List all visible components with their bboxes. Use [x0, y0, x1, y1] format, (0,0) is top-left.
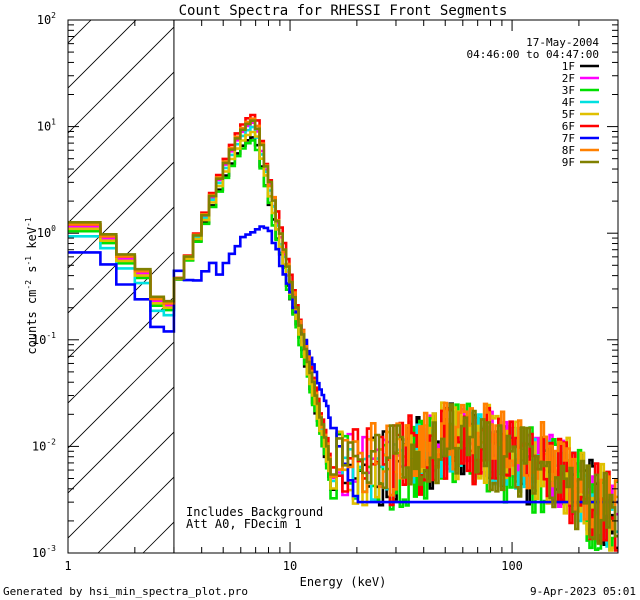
- legend-label: 1F: [562, 60, 575, 73]
- footer-timestamp: 9-Apr-2023 05:01: [530, 585, 636, 598]
- hatch-line: [0, 0, 113, 553]
- legend-label: 2F: [562, 72, 575, 85]
- legend-label: 6F: [562, 120, 575, 133]
- x-tick-label: 10: [283, 559, 297, 573]
- y-tick-exponent: 2: [51, 11, 56, 20]
- hatch-line: [68, 161, 174, 269]
- y-tick-mantissa: 10: [37, 13, 51, 27]
- hatch-line: [68, 20, 137, 89]
- annotation-attenuator: Att A0, FDecim 1: [186, 517, 302, 531]
- y-tick-mantissa: 10: [32, 333, 46, 347]
- x-tick-label: 1: [64, 559, 71, 573]
- x-axis-label: Energy (keV): [300, 575, 387, 589]
- y-tick-exponent: 0: [51, 224, 56, 233]
- y-tick-label: 100: [37, 224, 56, 240]
- y-tick-exponent: 1: [51, 118, 56, 127]
- footer-generated-by: Generated by hsi_min_spectra_plot.pro: [3, 585, 248, 598]
- hatch-line: [68, 431, 174, 539]
- hatch-line: [68, 386, 174, 494]
- y-tick-mantissa: 10: [32, 439, 46, 453]
- y-tick-mantissa: 10: [32, 546, 46, 560]
- plot-frame: [67, 19, 619, 554]
- legend-label: 8F: [562, 144, 575, 157]
- legend-label: 3F: [562, 84, 575, 97]
- series-line-7F: [68, 225, 618, 504]
- legend-label: 7F: [562, 132, 575, 145]
- y-label-exp3: -1: [24, 217, 33, 227]
- y-tick-label: 10-2: [32, 437, 56, 453]
- series-layer: [68, 113, 618, 552]
- date-label: 17-May-2004: [526, 36, 599, 49]
- y-label-main: counts cm: [25, 290, 39, 355]
- y-tick-exponent: -3: [46, 544, 56, 553]
- legend-label: 4F: [562, 96, 575, 109]
- legend-label: 9F: [562, 156, 575, 169]
- y-tick-label: 101: [37, 118, 56, 134]
- y-label-exp1: -2: [24, 280, 33, 290]
- y-axis-label: counts cm-2 s-1 keV-1: [24, 217, 39, 354]
- legend-label: 5F: [562, 108, 575, 121]
- y-tick-exponent: -1: [46, 331, 56, 340]
- series-line-9F: [68, 119, 618, 545]
- y-tick-label: 10-1: [32, 331, 56, 347]
- annotation-background: Includes Background: [186, 505, 323, 519]
- y-tick-label: 102: [37, 11, 56, 27]
- hatch-line: [68, 26, 174, 134]
- hatch-line: [68, 206, 174, 314]
- y-tick-label: 10-3: [32, 544, 56, 560]
- x-tick-label: 100: [501, 559, 523, 573]
- y-tick-mantissa: 10: [37, 120, 51, 134]
- y-label-exp2: -1: [24, 256, 33, 266]
- chart-title: Count Spectra for RHESSI Front Segments: [179, 3, 508, 19]
- y-tick-mantissa: 10: [37, 226, 51, 240]
- hatch-line: [68, 251, 174, 359]
- time-range-label: 04:46:00 to 04:47:00: [467, 48, 599, 61]
- y-label-unit: keV: [25, 227, 39, 256]
- y-label-mid: s: [25, 266, 39, 280]
- y-tick-exponent: -2: [46, 437, 56, 446]
